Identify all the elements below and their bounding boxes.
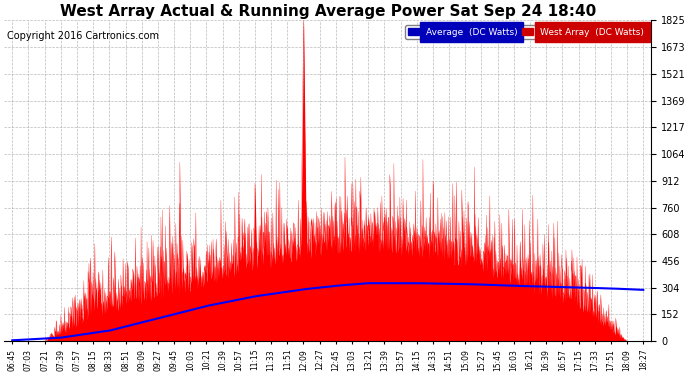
Legend: Average  (DC Watts), West Array  (DC Watts): Average (DC Watts), West Array (DC Watts… bbox=[405, 25, 647, 39]
Text: Copyright 2016 Cartronics.com: Copyright 2016 Cartronics.com bbox=[7, 32, 159, 41]
Title: West Array Actual & Running Average Power Sat Sep 24 18:40: West Array Actual & Running Average Powe… bbox=[59, 4, 596, 19]
